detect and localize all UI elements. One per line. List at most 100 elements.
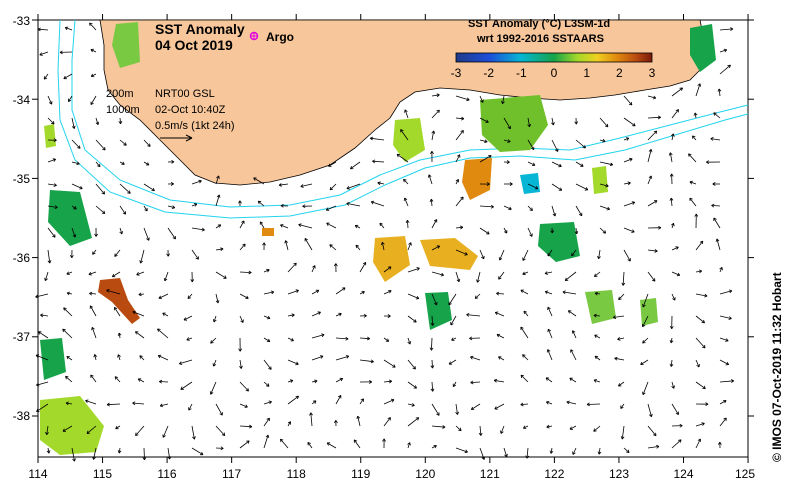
current-arrow-head [158, 295, 162, 300]
current-arrow-head [220, 247, 224, 252]
current-arrow-head [284, 240, 288, 244]
anomaly-patch [112, 22, 140, 68]
current-arrow-head [372, 159, 376, 164]
current-arrow-head [362, 261, 367, 266]
sst-anomaly-patches [40, 22, 716, 455]
current-arrow [329, 244, 337, 251]
current-arrow [88, 271, 97, 275]
current-arrow [47, 227, 56, 238]
current-arrow-head [412, 366, 416, 370]
current-arrow [479, 117, 489, 123]
current-arrow-head [90, 101, 94, 105]
current-arrow [647, 200, 658, 207]
current-arrow [647, 249, 658, 252]
current-arrow [407, 337, 411, 345]
current-arrow-head [578, 212, 583, 217]
current-arrow-head [312, 400, 317, 404]
current-arrow [455, 130, 464, 141]
current-arrow [300, 183, 313, 187]
anomaly-patch [393, 118, 425, 162]
current-arrow [287, 262, 297, 273]
current-arrow-head [653, 432, 657, 437]
current-arrow-head [39, 52, 43, 56]
current-arrow-head [290, 337, 294, 342]
current-arrow [477, 271, 481, 283]
current-arrow [119, 139, 127, 146]
current-arrow [95, 183, 105, 195]
current-arrow [431, 245, 440, 251]
current-arrow-head [137, 378, 142, 382]
current-arrow-head [730, 27, 734, 32]
current-arrow-head [63, 307, 67, 311]
colorbar-tick: -3 [451, 66, 462, 80]
current-arrow-head [180, 386, 184, 390]
current-arrow [377, 182, 385, 185]
current-arrow-head [546, 424, 550, 429]
current-arrow [431, 293, 438, 306]
current-arrow-head [469, 336, 473, 341]
current-arrow-head [46, 450, 51, 454]
current-arrow [451, 337, 457, 341]
current-arrow-head [558, 163, 562, 168]
current-arrow-head [547, 252, 551, 257]
current-arrow [93, 447, 97, 460]
current-arrow-head [436, 245, 441, 249]
current-arrow-head [265, 434, 270, 438]
current-arrow-head [392, 364, 396, 368]
current-arrow-head [551, 122, 555, 126]
current-arrow [167, 205, 175, 209]
current-arrow [191, 227, 205, 231]
current-arrow-head [520, 374, 524, 379]
anomaly-patch [640, 298, 658, 326]
current-arrow [188, 403, 193, 411]
current-arrow [404, 109, 409, 119]
current-arrow [431, 219, 438, 229]
current-arrow [287, 337, 294, 342]
current-arrow-head [346, 202, 350, 206]
current-arrow [522, 354, 529, 361]
current-arrow [71, 205, 77, 210]
current-arrow [136, 271, 145, 276]
current-arrow-head [498, 257, 503, 261]
current-arrow [311, 380, 318, 383]
current-arrow [328, 161, 337, 167]
current-arrow [598, 447, 601, 455]
current-arrow [647, 149, 652, 163]
current-arrow-head [494, 311, 499, 316]
current-arrow-head [493, 378, 498, 383]
current-arrow [670, 359, 673, 367]
current-arrow-head [676, 272, 681, 277]
current-arrow [138, 293, 145, 295]
current-arrow-head [481, 255, 485, 260]
current-arrow [407, 267, 420, 273]
current-arrow-head [544, 271, 549, 275]
current-arrow-head [117, 332, 122, 336]
current-arrow-head [220, 446, 224, 451]
current-arrow-head [525, 455, 530, 459]
current-arrow-head [309, 412, 313, 416]
current-arrow [47, 95, 53, 105]
current-arrow [379, 222, 385, 229]
current-arrow-head [53, 183, 57, 187]
current-arrow [503, 205, 512, 210]
current-arrow-head [66, 356, 70, 360]
current-arrow-head [295, 289, 299, 293]
anomaly-patch [40, 338, 66, 380]
current-arrow [259, 221, 265, 229]
current-arrow-head [456, 278, 461, 283]
current-arrow-head [478, 432, 483, 436]
current-arrow-head [448, 301, 452, 306]
current-arrow [239, 271, 252, 273]
current-arrow [158, 293, 169, 299]
current-arrow [551, 205, 556, 217]
current-arrow-head [534, 185, 539, 190]
current-arrow-head [672, 297, 676, 301]
current-arrow [572, 447, 577, 455]
current-arrow-head [614, 356, 618, 361]
current-arrow-head [717, 441, 722, 445]
current-arrow-head [652, 95, 657, 100]
current-arrow-head [531, 146, 535, 151]
current-arrow-head [433, 301, 438, 306]
current-arrow-head [115, 425, 119, 430]
current-arrow [71, 161, 80, 165]
